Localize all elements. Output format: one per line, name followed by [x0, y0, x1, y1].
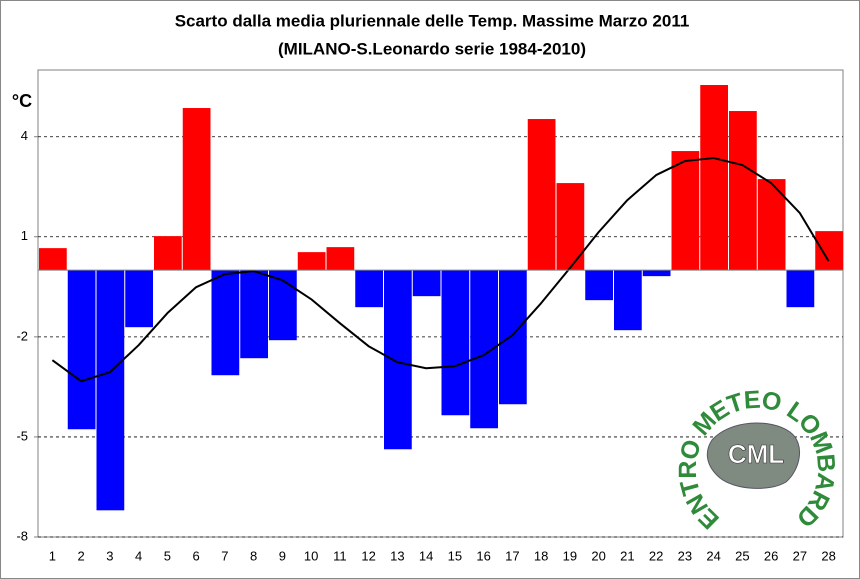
bar: [67, 270, 96, 430]
x-tick-label: 21: [620, 548, 634, 563]
y-unit: °C: [12, 91, 32, 111]
y-tick-label: -2: [16, 328, 28, 343]
x-tick-label: 9: [279, 548, 286, 563]
bar: [671, 151, 700, 271]
y-tick-label: -8: [16, 528, 28, 543]
bar: [614, 270, 642, 331]
trend-line: [51, 157, 830, 383]
bar: [412, 270, 441, 297]
x-tick-label: 26: [764, 548, 778, 563]
x-tick-label: 4: [135, 548, 142, 563]
bar: [355, 270, 383, 308]
chart-title: Scarto dalla media pluriennale delle Tem…: [175, 11, 690, 30]
bar: [815, 231, 843, 271]
x-tick-label: 8: [250, 548, 257, 563]
bar: [556, 183, 585, 271]
bar: [297, 252, 326, 271]
x-tick-label: 12: [361, 548, 375, 563]
x-tick-label: 15: [448, 548, 462, 563]
bar: [527, 119, 556, 271]
logo-map: [706, 422, 801, 489]
x-tick-label: 2: [78, 548, 85, 563]
x-tick-label: 28: [821, 548, 835, 563]
x-tick-label: 17: [505, 548, 519, 563]
bar: [240, 270, 268, 359]
bar: [499, 270, 527, 405]
x-tick-label: 6: [193, 548, 200, 563]
x-tick-label: 16: [476, 548, 490, 563]
x-tick-label: 19: [563, 548, 577, 563]
bar: [154, 236, 182, 271]
bar: [182, 108, 211, 271]
y-tick-label: 1: [21, 228, 28, 243]
x-tick-label: 5: [164, 548, 171, 563]
x-tick-label: 25: [735, 548, 749, 563]
x-tick-label: 27: [793, 548, 807, 563]
x-tick-label: 10: [304, 548, 318, 563]
bar: [700, 85, 728, 271]
x-tick-label: 23: [678, 548, 692, 563]
bar: [326, 247, 355, 271]
y-tick-label: 4: [21, 128, 28, 143]
bar: [642, 270, 671, 277]
chart-subtitle: (MILANO-S.Leonardo serie 1984-2010): [278, 39, 586, 58]
x-tick-label: 3: [106, 548, 113, 563]
bar: [585, 270, 613, 301]
bar: [269, 270, 297, 341]
x-tick-label: 20: [591, 548, 605, 563]
bar: [125, 270, 153, 328]
bar: [96, 270, 125, 511]
bar: [441, 270, 470, 416]
x-tick-label: 1: [49, 548, 56, 563]
bar: [786, 270, 815, 308]
x-tick-label: 11: [333, 548, 347, 563]
logo-initials: CML: [728, 439, 784, 469]
x-tick-label: 14: [419, 548, 433, 563]
x-tick-label: 24: [706, 548, 720, 563]
bar: [729, 111, 757, 271]
x-tick-label: 7: [221, 548, 228, 563]
x-tick-label: 22: [649, 548, 663, 563]
bar: [211, 270, 240, 376]
bar: [384, 270, 412, 450]
y-tick-label: -5: [16, 428, 28, 443]
bar: [39, 248, 67, 271]
x-tick-label: 13: [390, 548, 404, 563]
x-tick-label: 18: [534, 548, 548, 563]
